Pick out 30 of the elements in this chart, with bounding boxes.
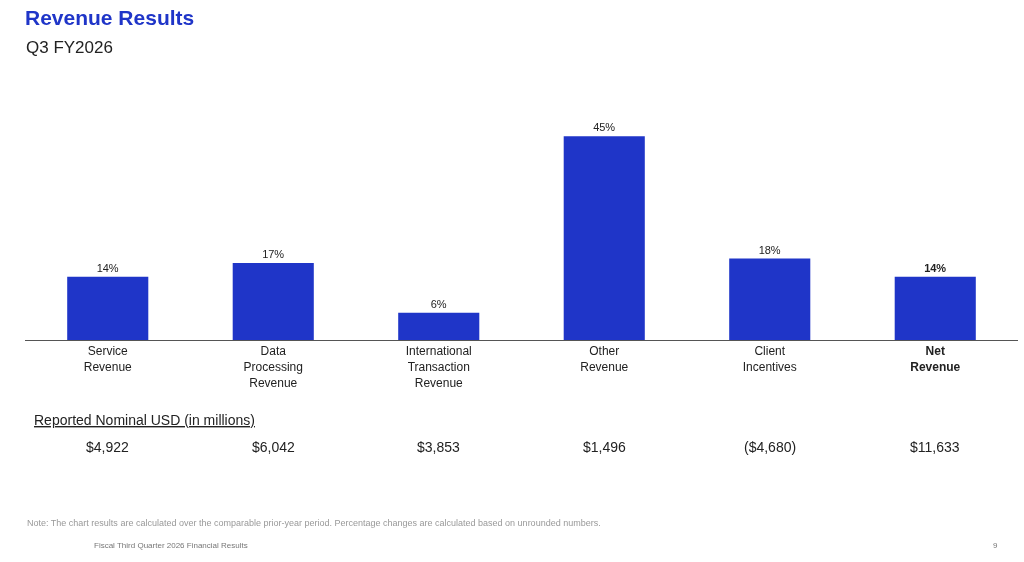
text: 9: [993, 541, 998, 550]
x-tick-label: International Transaction Revenue: [405, 344, 472, 390]
x-tick-label: Net Revenue: [910, 344, 961, 374]
bar: [729, 258, 811, 340]
x-tick-label: Other Revenue: [580, 344, 629, 374]
data-label: 45%: [593, 121, 616, 134]
chart-title: Revenue Results: [25, 6, 195, 30]
text: $11,633: [910, 439, 960, 455]
text: $1,496: [583, 439, 627, 455]
bar: [563, 136, 645, 340]
x-tick-label: Service Revenue: [83, 344, 133, 374]
chart-subtitle: Q3 FY2026: [26, 38, 113, 57]
text: Reported Nominal USD (in millions): [34, 412, 255, 428]
x-tick-label: Data Processing Revenue: [243, 344, 303, 390]
bar: [398, 312, 480, 340]
bar: [894, 276, 976, 340]
bar: [67, 276, 149, 340]
x-tick-label: Client Incentives: [742, 344, 797, 374]
data-label: 14%: [924, 261, 947, 274]
text: $6,042: [252, 439, 296, 455]
data-label: 17%: [262, 248, 285, 261]
data-label: 18%: [758, 243, 781, 256]
bar: [232, 263, 314, 340]
text: Note: The chart results are calculated over the comparable prior-year period. Percentage changes are calculated based on unrounded numbers.: [27, 518, 601, 528]
text: ($4,680): [744, 439, 797, 455]
data-label: 14%: [96, 261, 119, 274]
text: $3,853: [417, 439, 461, 455]
text: Fiscal Third Quarter 2026 Financial Results: [94, 541, 248, 550]
data-label: 6%: [430, 297, 447, 310]
text: $4,922: [86, 439, 130, 455]
